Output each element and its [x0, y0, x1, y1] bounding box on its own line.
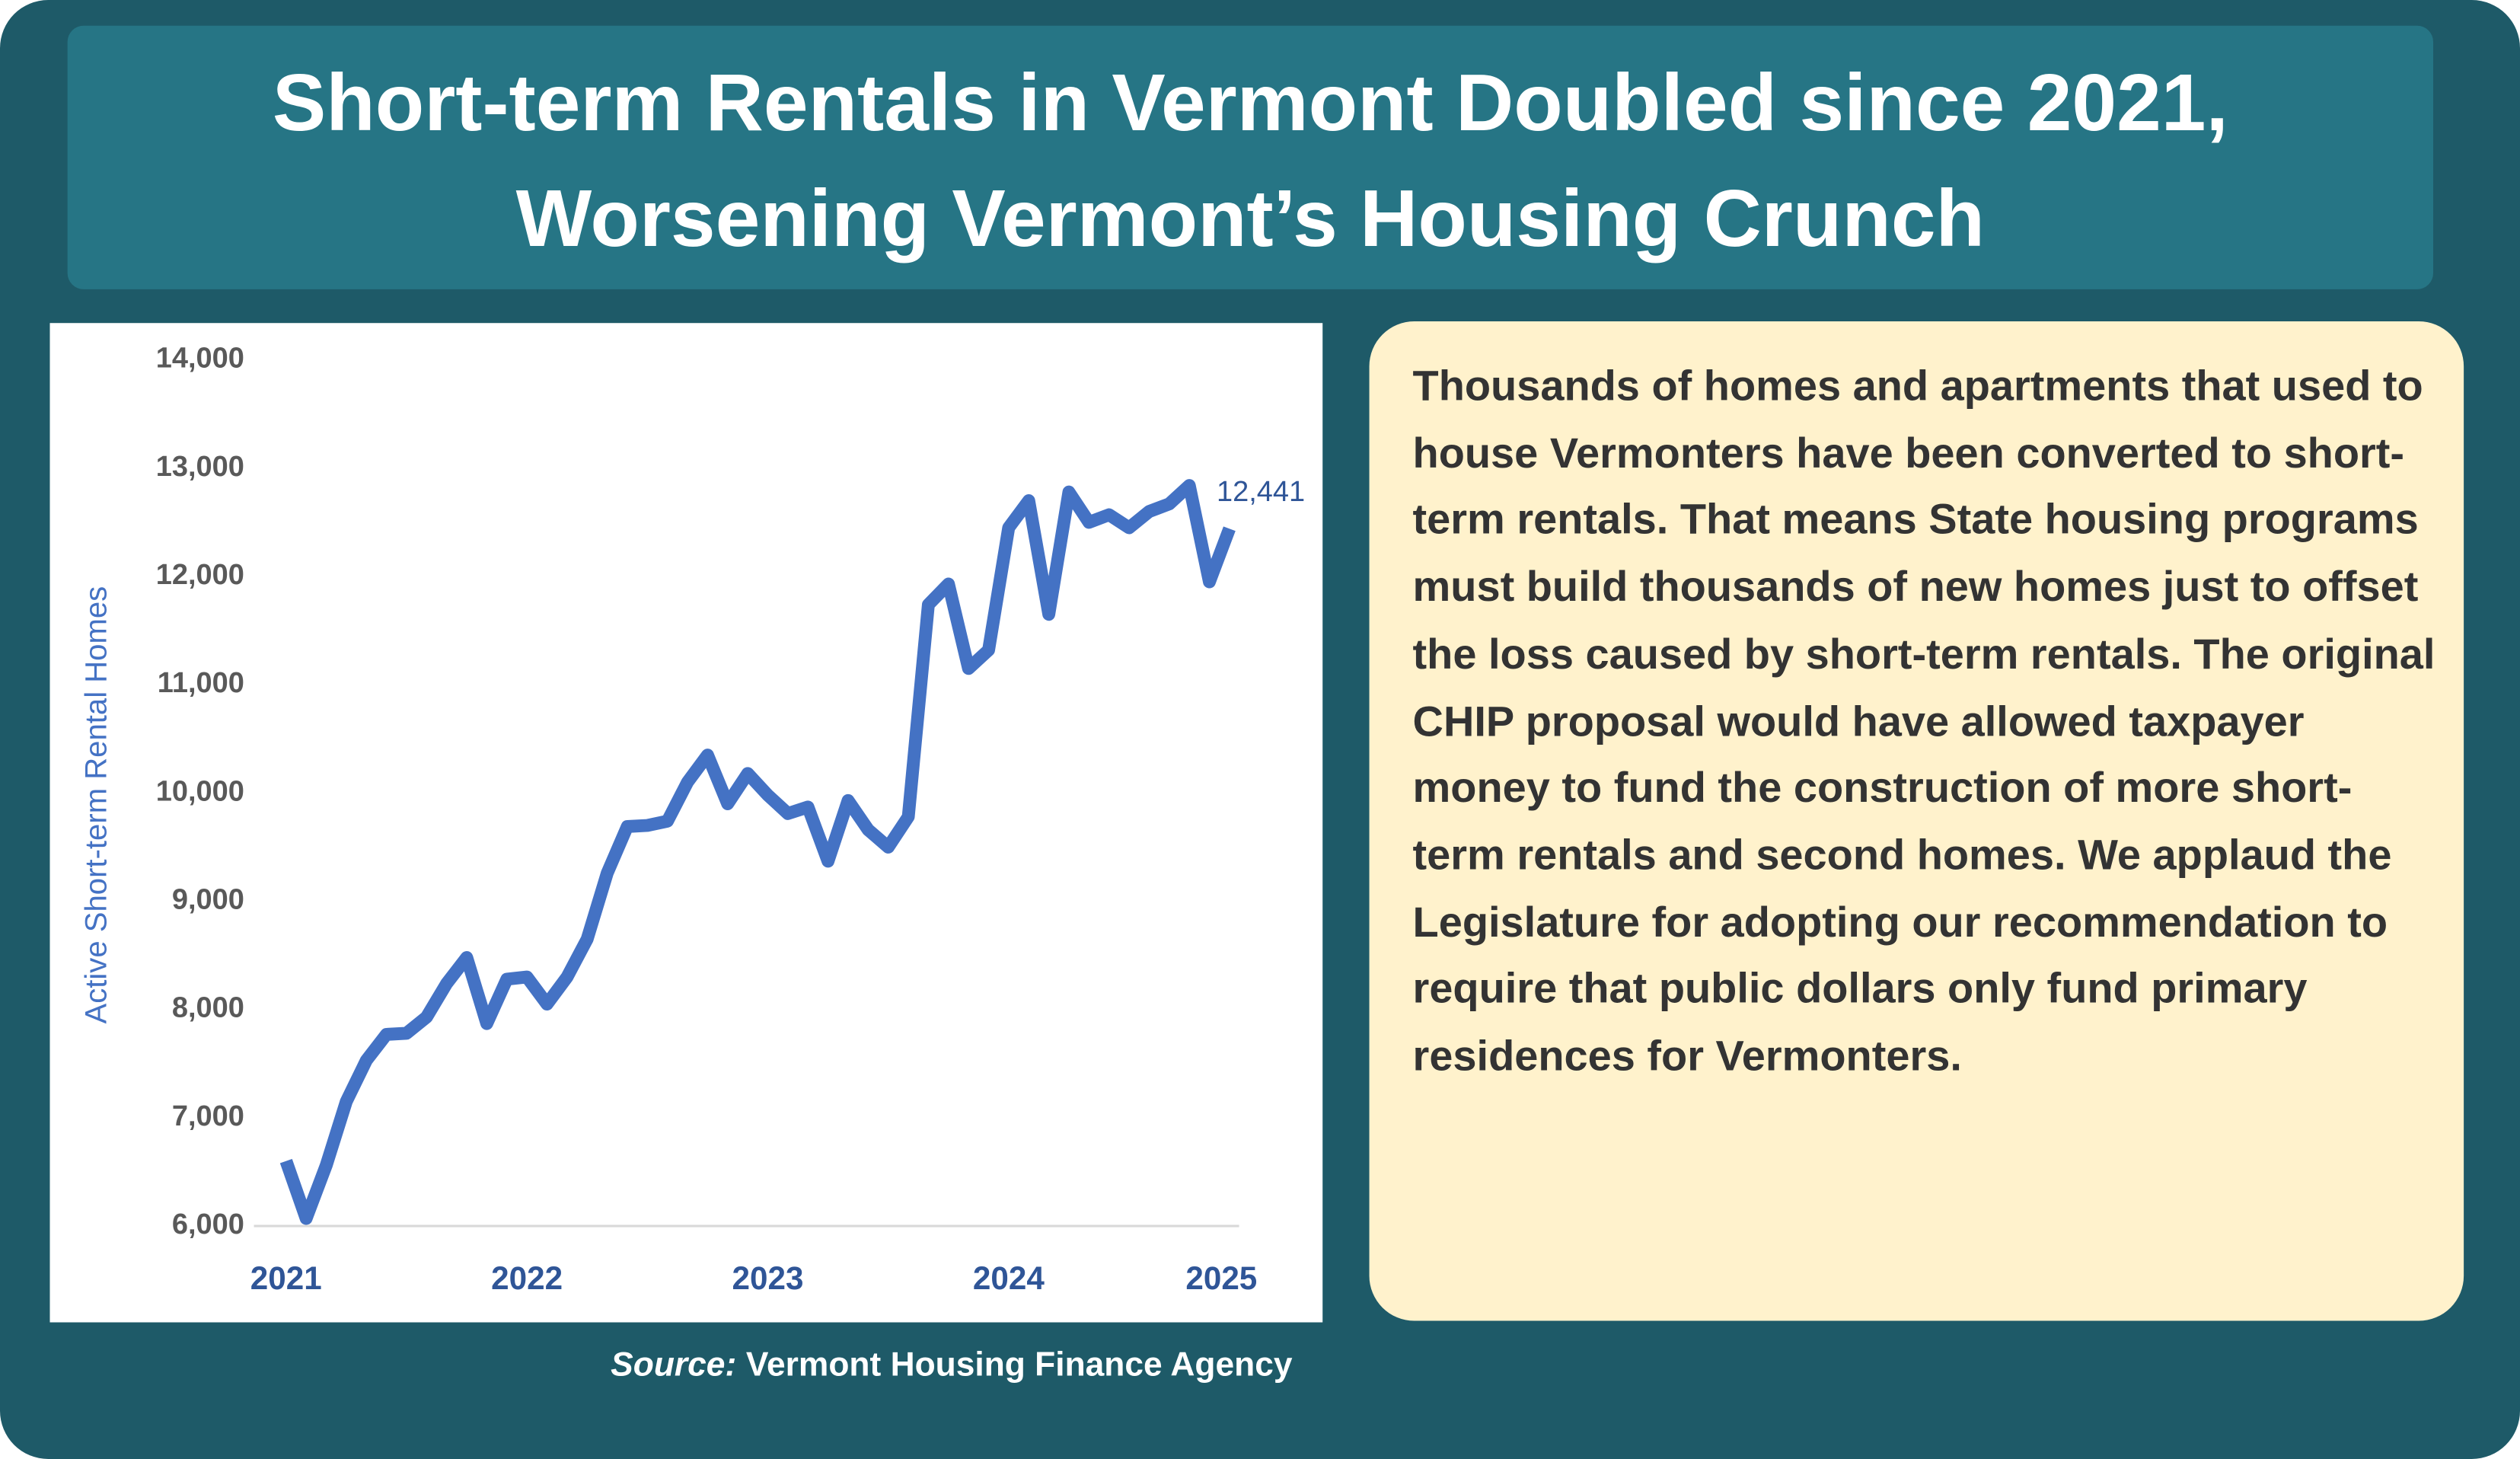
y-tick-label: 12,000 — [156, 559, 244, 591]
x-tick-label: 2021 — [250, 1260, 322, 1296]
y-tick-label: 11,000 — [158, 667, 244, 699]
y-axis-label: Active Short-term Rental Homes — [79, 586, 113, 1024]
y-tick-label: 10,000 — [156, 775, 244, 807]
y-tick-label: 6,000 — [172, 1208, 244, 1240]
body-text: Thousands of homes and apartments that u… — [1412, 361, 2435, 1081]
x-tick-label: 2023 — [732, 1260, 804, 1296]
x-tick-label: 2022 — [491, 1260, 563, 1296]
source-label: Source: — [611, 1346, 737, 1384]
y-tick-label: 14,000 — [156, 343, 244, 375]
x-tick-label: 2024 — [973, 1260, 1045, 1296]
data-label: 12,441 — [1217, 476, 1305, 508]
chart-background — [49, 323, 1323, 1323]
source: Source: Vermont Housing Finance Agency — [611, 1346, 1292, 1385]
y-tick-label: 13,000 — [156, 451, 244, 483]
source-text: Vermont Housing Finance Agency — [745, 1346, 1293, 1384]
y-tick-label: 7,000 — [172, 1100, 244, 1132]
text-box: Thousands of homes and apartments that u… — [1369, 321, 2464, 1321]
y-tick-label: 9,000 — [172, 884, 244, 916]
title-line: Worsening Vermont’s Housing Crunch — [515, 173, 1986, 264]
x-tick-label: 2025 — [1185, 1260, 1257, 1296]
title-line: Short-term Rentals in Vermont Doubled si… — [272, 57, 2228, 148]
data-line — [279, 479, 1236, 1225]
y-tick-label: 8,000 — [172, 992, 244, 1024]
chart: Active Short-term Rental Homes 6,000 7,00… — [49, 323, 1323, 1323]
title-banner: Short-term Rentals in Vermont Doubled si… — [67, 25, 2434, 289]
